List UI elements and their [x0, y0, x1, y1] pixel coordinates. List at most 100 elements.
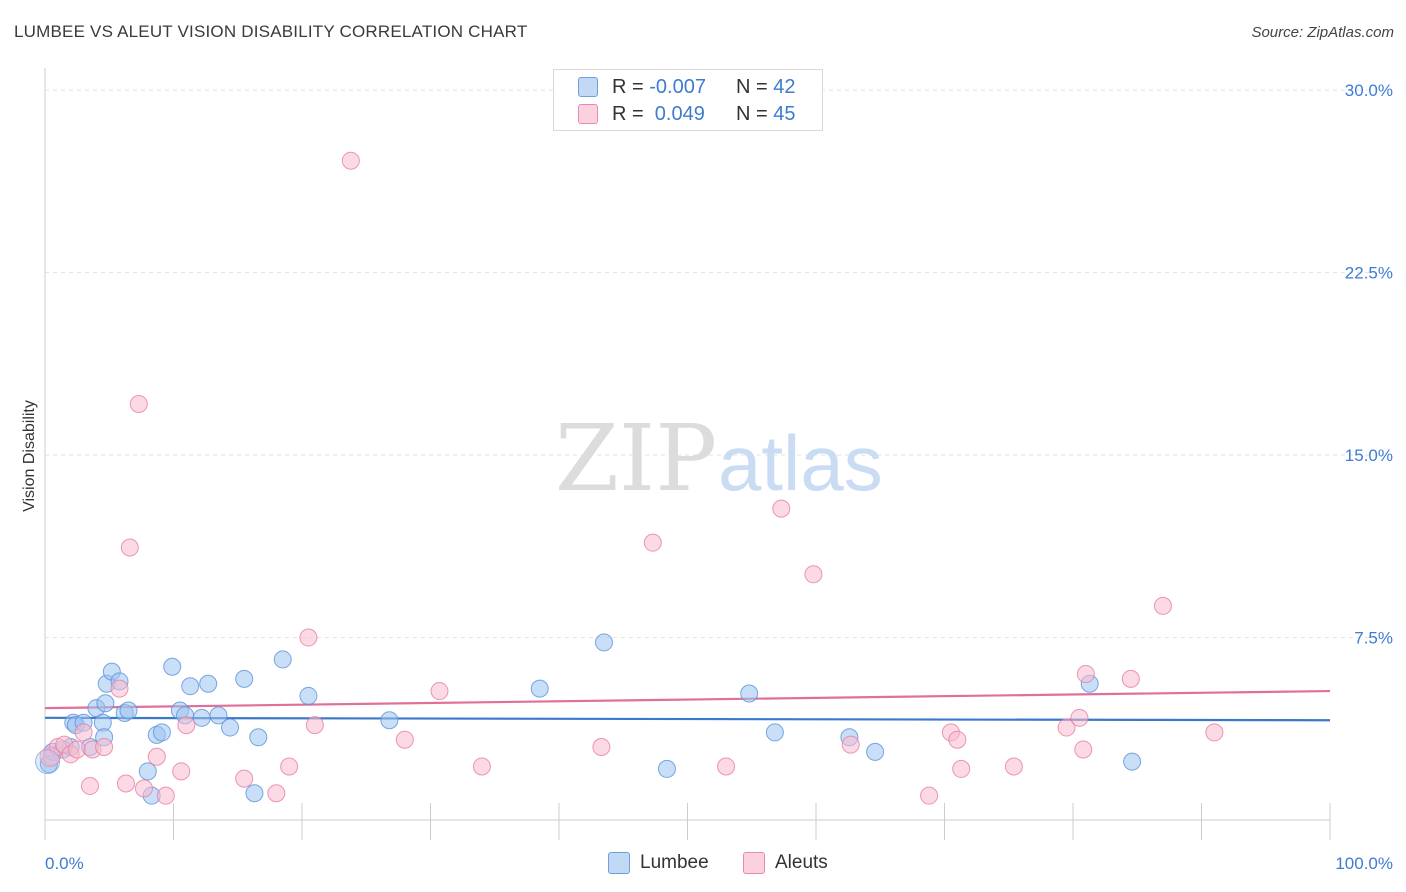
- aleuts-point: [172, 762, 191, 781]
- aleuts-point: [120, 538, 139, 557]
- legend-item-lumbee: Lumbee: [608, 852, 709, 874]
- lumbee-point: [152, 723, 171, 742]
- lumbee-point: [119, 701, 138, 720]
- aleuts-point: [134, 779, 153, 798]
- x-tick-label-left: 0.0%: [45, 854, 84, 873]
- aleuts-point: [95, 738, 114, 757]
- lumbee-point: [740, 684, 759, 703]
- aleuts-point: [156, 786, 175, 805]
- lumbee-point: [96, 694, 115, 713]
- aleuts-point: [717, 757, 736, 776]
- axes: [44, 68, 1331, 840]
- legend-n-value: 45: [773, 102, 796, 125]
- aleuts-point: [80, 776, 99, 795]
- aleuts-point: [430, 682, 449, 701]
- gridlines: [45, 89, 1375, 639]
- source-label: Source: ZipAtlas.com: [1251, 24, 1394, 41]
- lumbee-point: [138, 762, 157, 781]
- aleuts-point: [948, 730, 967, 749]
- lumbee-legend-swatch: [608, 852, 630, 874]
- x-tick-label-right: 100.0%: [1335, 854, 1393, 873]
- lumbee-swatch: [578, 77, 598, 97]
- lumbee-point: [35, 749, 61, 775]
- trend-lines: [44, 689, 1331, 722]
- lumbee-point: [199, 674, 218, 693]
- aleuts-point: [1057, 718, 1076, 737]
- lumbee-legend-label: Lumbee: [640, 852, 709, 873]
- lumbee-point: [765, 723, 784, 742]
- lumbee-point: [866, 742, 885, 761]
- aleuts-point: [147, 747, 166, 766]
- y-tick-label: 30.0%: [1345, 81, 1393, 100]
- lumbee-point: [657, 759, 676, 778]
- lumbee-point: [380, 711, 399, 730]
- aleuts-point: [1074, 740, 1093, 759]
- watermark-atlas: atlas: [718, 419, 883, 507]
- aleuts-point: [235, 769, 254, 788]
- aleuts-trend-line: [44, 689, 1331, 710]
- aleuts-point: [74, 723, 93, 742]
- y-tick-label: 15.0%: [1345, 446, 1393, 465]
- legend-r-value: 0.049: [649, 102, 705, 125]
- aleuts-point: [1153, 596, 1172, 615]
- watermark: ZIP atlas: [555, 405, 883, 512]
- aleuts-point: [68, 740, 87, 759]
- aleuts-point: [772, 499, 791, 518]
- watermark-zip: ZIP: [555, 405, 717, 512]
- legend-r-label: R =: [612, 102, 644, 125]
- data-points: [35, 151, 1224, 805]
- lumbee-point: [181, 677, 200, 696]
- aleuts-point: [280, 757, 299, 776]
- correlation-legend: R = -0.007 N = 42 R = 0.049 N = 45: [553, 69, 823, 131]
- tick-labels: 7.5% 15.0% 22.5% 30.0% 0.0% 100.0%: [45, 81, 1393, 873]
- lumbee-point: [235, 669, 254, 688]
- chart-title: LUMBEE VS ALEUT VISION DISABILITY CORREL…: [14, 22, 528, 41]
- lumbee-point: [594, 633, 613, 652]
- lumbee-point: [249, 728, 268, 747]
- lumbee-point: [245, 784, 264, 803]
- aleuts-point: [395, 730, 414, 749]
- aleuts-point: [116, 774, 135, 793]
- aleuts-point: [952, 759, 971, 778]
- y-tick-label: 22.5%: [1345, 264, 1393, 283]
- legend-r-value: -0.007: [649, 75, 706, 98]
- aleuts-point: [1004, 757, 1023, 776]
- legend-n-value: 42: [773, 75, 796, 98]
- aleuts-point: [129, 394, 148, 413]
- aleuts-legend-label: Aleuts: [775, 852, 828, 873]
- aleuts-point: [643, 533, 662, 552]
- aleuts-point: [299, 628, 318, 647]
- lumbee-point: [192, 708, 211, 727]
- legend-item-aleuts: Aleuts: [743, 852, 828, 874]
- legend-n-label: N =: [736, 102, 768, 125]
- aleuts-point: [472, 757, 491, 776]
- aleuts-point: [1076, 665, 1095, 684]
- lumbee-point: [221, 718, 240, 737]
- legend-n-label: N =: [736, 75, 768, 98]
- aleuts-point: [841, 735, 860, 754]
- legend-r-label: R =: [612, 75, 644, 98]
- aleuts-point: [39, 746, 61, 768]
- y-tick-label: 7.5%: [1354, 629, 1393, 648]
- lumbee-point: [530, 679, 549, 698]
- aleuts-point: [341, 151, 360, 170]
- lumbee-trend-line: [44, 716, 1331, 722]
- aleuts-point: [110, 679, 129, 698]
- aleuts-swatch: [578, 104, 598, 124]
- aleuts-point: [267, 784, 286, 803]
- lumbee-point: [163, 657, 182, 676]
- aleuts-point: [305, 716, 324, 735]
- aleuts-point: [592, 738, 611, 757]
- lumbee-point: [273, 650, 292, 669]
- lumbee-point: [299, 686, 318, 705]
- aleuts-point: [1070, 708, 1089, 727]
- aleuts-point: [920, 786, 939, 805]
- lumbee-point: [209, 706, 228, 725]
- aleuts-point: [804, 565, 823, 584]
- aleuts-legend-swatch: [743, 852, 765, 874]
- aleuts-point: [1205, 723, 1224, 742]
- aleuts-point: [177, 716, 196, 735]
- lumbee-point: [1123, 752, 1142, 771]
- aleuts-point: [1121, 669, 1140, 688]
